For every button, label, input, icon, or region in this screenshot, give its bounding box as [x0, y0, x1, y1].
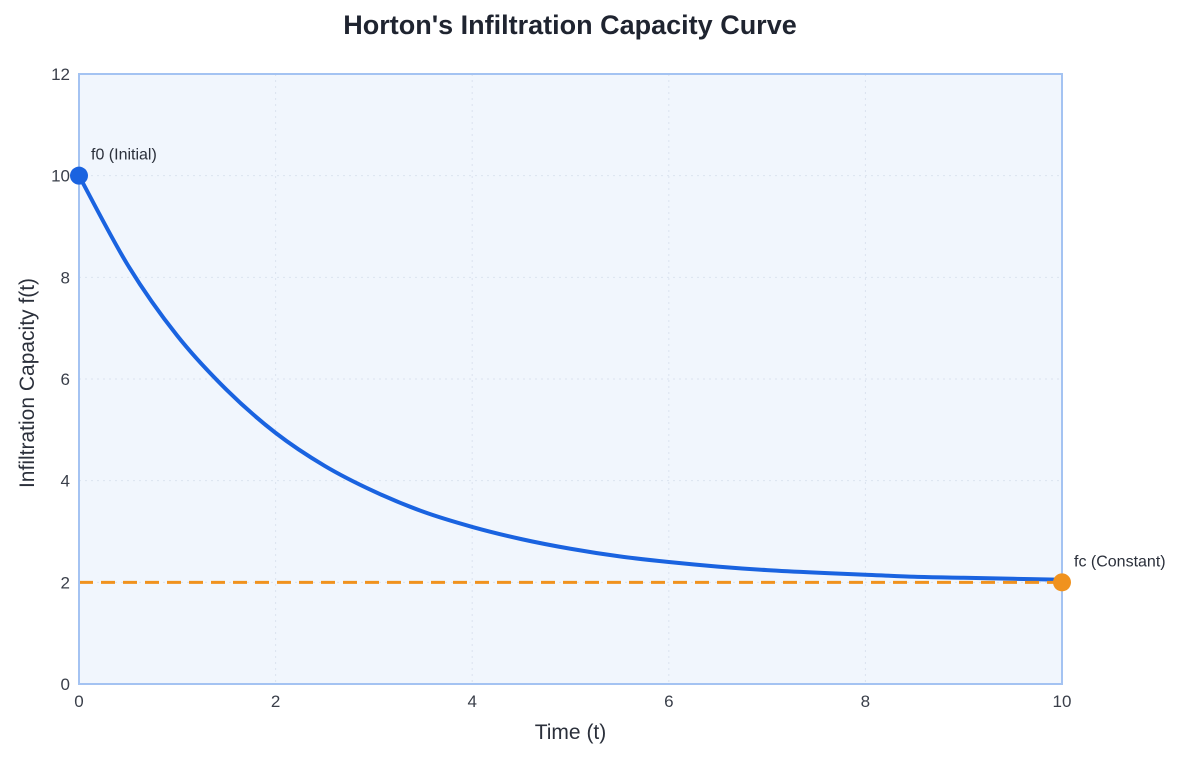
y-tick-label: 10	[51, 167, 70, 186]
y-tick-label: 4	[61, 472, 70, 491]
tick-labels: 0 2 4 6 8 10 0 2 4 6 8 10 12	[51, 65, 1071, 711]
x-tick-label: 0	[74, 692, 83, 711]
plot-frame	[78, 73, 1063, 685]
x-axis-label: Time (t)	[535, 721, 607, 744]
initial-annotation: f0 (Initial)	[91, 147, 157, 164]
y-tick-label: 8	[61, 268, 70, 287]
constant-point-marker	[1053, 573, 1071, 592]
constant-annotation: fc (Constant)	[1074, 553, 1166, 570]
y-tick-label: 12	[51, 65, 70, 84]
y-tick-label: 0	[61, 675, 70, 694]
x-tick-label: 6	[664, 692, 673, 711]
y-axis-label: Infiltration Capacity f(t)	[16, 278, 39, 488]
series-layer	[77, 173, 1064, 584]
markers	[70, 166, 1071, 592]
chart-title: Horton's Infiltration Capacity Curve	[343, 10, 797, 40]
infiltration-curve	[77, 173, 1064, 582]
x-tick-label: 4	[467, 692, 476, 711]
annotations: f0 (Initial) fc (Constant)	[91, 147, 1166, 571]
x-tick-label: 10	[1053, 692, 1072, 711]
y-tick-label: 2	[61, 573, 70, 592]
x-tick-label: 2	[271, 692, 280, 711]
initial-point-marker	[70, 166, 88, 185]
y-tick-label: 6	[61, 370, 70, 389]
x-tick-label: 8	[861, 692, 870, 711]
